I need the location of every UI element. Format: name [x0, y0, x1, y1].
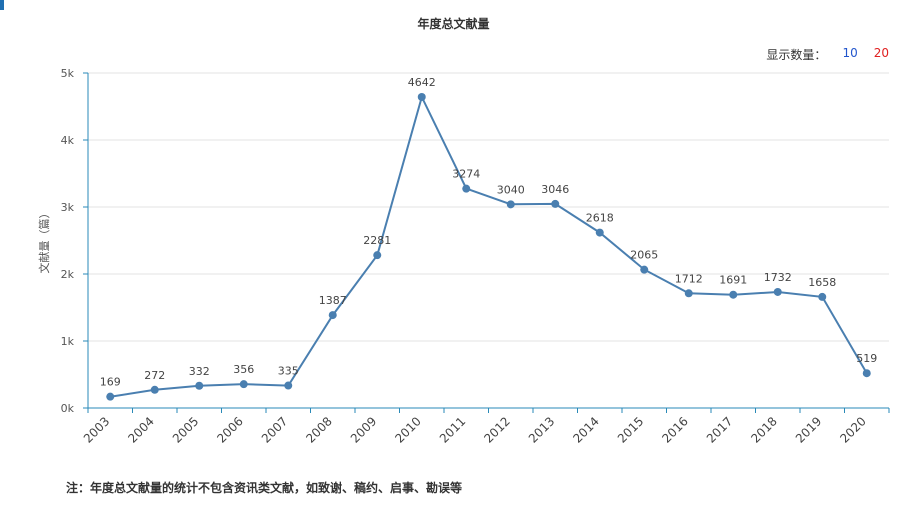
y-tick-label: 3k — [61, 201, 75, 214]
x-tick-label: 2019 — [793, 414, 824, 445]
data-label: 332 — [189, 365, 210, 378]
axes — [83, 72, 890, 413]
data-label: 1387 — [319, 294, 347, 307]
data-point — [640, 265, 649, 274]
x-tick-label: 2008 — [303, 414, 334, 445]
data-point — [818, 292, 827, 301]
x-tick-labels: 2003 2004 2005 2006 2007 2008 2009 2010 2011 2012… — [81, 414, 869, 445]
x-tick-label: 2005 — [170, 414, 201, 445]
data-label: 3040 — [497, 183, 525, 196]
data-label: 335 — [278, 365, 299, 378]
x-tick-label: 2011 — [437, 414, 468, 445]
x-tick-label: 2007 — [259, 414, 290, 445]
x-tick-label: 2013 — [526, 414, 557, 445]
x-tick-label: 2009 — [348, 414, 379, 445]
data-label: 2065 — [630, 249, 658, 262]
x-tick-label: 2014 — [570, 414, 601, 445]
data-point — [150, 385, 159, 394]
data-labels: 169 272 332 356 335 1387 2281 4642 3274 3040 3046 2… — [100, 76, 878, 389]
data-label: 519 — [856, 352, 877, 365]
data-point — [239, 380, 248, 389]
data-point — [595, 228, 604, 237]
data-point — [684, 289, 693, 298]
data-point — [773, 287, 782, 296]
data-point — [195, 381, 204, 390]
data-point — [373, 251, 382, 260]
data-point — [106, 392, 115, 401]
display-count-selector: 显示数量： 10 20 — [766, 46, 889, 63]
data-point — [462, 184, 471, 193]
series-line — [110, 94, 868, 398]
corner-accent-mark — [0, 0, 4, 10]
data-label: 1691 — [719, 274, 747, 287]
series-line-group — [106, 92, 871, 401]
y-tick-label: 0k — [61, 402, 75, 415]
display-count-option-20[interactable]: 20 — [873, 46, 889, 60]
data-label: 169 — [100, 376, 121, 389]
data-label: 4642 — [408, 76, 436, 89]
data-point — [328, 311, 337, 320]
data-label: 356 — [233, 363, 254, 376]
y-tick-label: 4k — [61, 134, 75, 147]
x-tick-label: 2018 — [748, 414, 779, 445]
data-point — [284, 381, 293, 390]
footnote: 注：年度总文献量的统计不包含资讯类文献，如致谢、稿约、启事、勘误等 — [66, 481, 463, 495]
data-label: 1732 — [764, 271, 792, 284]
x-tick-label: 2010 — [392, 414, 423, 445]
data-label: 2618 — [586, 212, 614, 225]
y-tick-label: 2k — [61, 268, 75, 281]
y-axis-label: 文献量（篇） — [37, 208, 51, 274]
x-tick-label: 2004 — [125, 414, 156, 445]
chart-title: 年度总文献量 — [417, 17, 490, 31]
data-label: 2281 — [363, 234, 391, 247]
data-label: 3046 — [541, 183, 569, 196]
y-tick-label: 1k — [61, 335, 75, 348]
x-tick-label: 2015 — [615, 414, 646, 445]
x-tick-label: 2012 — [481, 414, 512, 445]
display-count-label: 显示数量： — [766, 48, 827, 62]
data-label: 1658 — [808, 276, 836, 289]
grid-lines — [88, 72, 889, 342]
data-point — [551, 199, 560, 208]
display-count-option-10[interactable]: 10 — [842, 46, 858, 60]
data-label: 1712 — [675, 272, 703, 285]
data-point — [506, 200, 515, 209]
x-tick-label: 2003 — [81, 414, 112, 445]
data-point — [417, 92, 426, 101]
y-tick-label: 5k — [61, 67, 75, 80]
data-point — [729, 290, 738, 299]
x-tick-label: 2006 — [214, 414, 245, 445]
x-tick-label: 2017 — [704, 414, 735, 445]
data-label: 272 — [144, 369, 165, 382]
x-tick-label: 2016 — [659, 414, 690, 445]
y-tick-labels: 0k 1k 2k 3k 4k 5k — [61, 67, 75, 415]
data-point — [862, 369, 871, 378]
x-tick-label: 2020 — [837, 414, 868, 445]
data-label: 3274 — [452, 168, 480, 181]
